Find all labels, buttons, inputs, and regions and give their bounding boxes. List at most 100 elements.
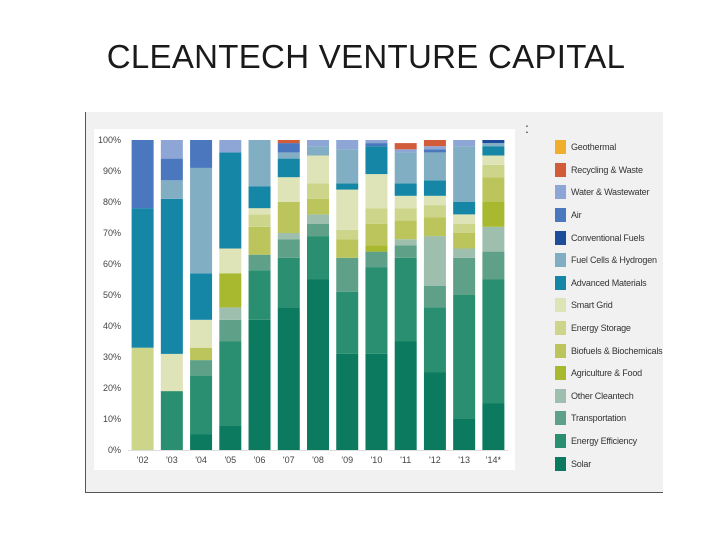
legend-swatch xyxy=(555,185,566,200)
x-tick-label: '12 xyxy=(429,455,441,465)
legend-swatch xyxy=(555,275,566,290)
slide-title: CLEANTECH VENTURE CAPITAL xyxy=(106,38,626,75)
y-tick-label: 70% xyxy=(103,228,121,238)
bar-segment xyxy=(482,155,505,165)
bar-segment xyxy=(307,214,329,224)
bar-segment xyxy=(190,375,213,435)
bar-segment xyxy=(277,140,300,144)
legend-label: Conventional Fuels xyxy=(571,232,645,243)
y-tick-label: 80% xyxy=(103,197,121,207)
bar-segment xyxy=(219,248,242,274)
bar-segment xyxy=(423,372,446,450)
legend-item: Biofuels & Biochemicals xyxy=(555,339,665,362)
bar-segment xyxy=(365,223,388,246)
legend-item: Smart Grid xyxy=(555,294,665,317)
bar-segment xyxy=(248,270,271,320)
legend-label: Recycling & Waste xyxy=(571,164,643,175)
legend-label: Geothermal xyxy=(571,142,617,153)
bar-segment xyxy=(160,180,183,199)
bar-segment xyxy=(248,254,271,271)
bar-segment xyxy=(394,257,417,342)
x-tick-label: '02 xyxy=(137,455,149,465)
bar-segment xyxy=(277,152,300,159)
legend-swatch xyxy=(555,321,566,336)
bar-segment xyxy=(248,186,271,209)
bar-segment xyxy=(482,177,505,202)
y-tick-label: 60% xyxy=(103,259,121,269)
x-tick-label: '13 xyxy=(458,455,470,465)
bar-segment xyxy=(160,198,183,354)
bar-segment xyxy=(336,353,359,450)
bar-segment xyxy=(482,164,505,178)
bar-segment xyxy=(160,391,183,450)
bar-segment xyxy=(307,198,329,215)
legend-swatch xyxy=(555,343,566,358)
bar-segment xyxy=(423,285,446,308)
legend-label: Smart Grid xyxy=(571,300,613,311)
bar-segment xyxy=(423,152,446,181)
bar-segment xyxy=(423,195,446,206)
legend-swatch xyxy=(555,388,566,403)
bar-segment xyxy=(394,239,417,246)
y-tick-label: 90% xyxy=(103,166,121,176)
bar-segment xyxy=(365,208,388,224)
legend-item: Conventional Fuels xyxy=(555,226,665,249)
bar-segment xyxy=(190,167,213,274)
bar-segment xyxy=(160,140,183,159)
bar-segment xyxy=(365,174,388,209)
bar-segment xyxy=(277,143,300,153)
bar-segment xyxy=(423,180,446,196)
bar-segment xyxy=(336,257,359,292)
x-tick-label: '07 xyxy=(283,455,295,465)
x-tick-label: '11 xyxy=(400,455,411,465)
bar-segment xyxy=(131,208,154,348)
bar-segment xyxy=(453,202,476,215)
legend-label: Solar xyxy=(571,458,592,469)
bar-segment xyxy=(482,140,505,144)
bar-segment xyxy=(365,143,388,147)
bar-segment xyxy=(365,140,388,144)
legend-item: Agriculture & Food xyxy=(555,362,665,385)
legend-swatch xyxy=(555,456,566,471)
legend-label: Fuel Cells & Hydrogen xyxy=(571,255,657,266)
legend-swatch xyxy=(555,162,566,177)
bar-segment xyxy=(190,140,213,168)
x-tick-label: '05 xyxy=(224,455,236,465)
bar-segment xyxy=(394,245,417,258)
bar-segment xyxy=(248,208,271,215)
bar-segment xyxy=(423,307,446,373)
bar-segment xyxy=(277,239,300,258)
bar-segment xyxy=(423,146,446,150)
bar-segment xyxy=(394,152,417,184)
legend-swatch xyxy=(555,411,566,426)
bar-segment xyxy=(453,257,476,295)
legend-item: Other Cleantech xyxy=(555,385,665,408)
bar-segment xyxy=(131,347,154,450)
bar-segment xyxy=(365,353,388,450)
bar-segment xyxy=(307,236,329,280)
bar-segment xyxy=(453,214,476,224)
bar-segment xyxy=(423,205,446,218)
bar-segment xyxy=(190,273,213,320)
bar-segment xyxy=(336,291,359,354)
bar-segment xyxy=(423,217,446,237)
bar-segment xyxy=(307,146,329,156)
legend-label: Energy Storage xyxy=(571,323,631,334)
chart-legend: Geothermal Recycling & Waste Water & Waste… xyxy=(555,136,665,475)
legend-item: Advanced Materials xyxy=(555,272,665,295)
bar-segment xyxy=(131,140,154,209)
bar-segment xyxy=(453,140,476,147)
x-tick-label: '09 xyxy=(341,455,353,465)
legend-swatch xyxy=(555,434,566,449)
bar-segment xyxy=(453,419,476,450)
y-tick-label: 50% xyxy=(103,290,121,300)
legend-item: Energy Efficiency xyxy=(555,430,665,453)
legend-swatch xyxy=(555,366,566,381)
bar-segment xyxy=(482,279,505,404)
bar-segment xyxy=(336,140,359,150)
bar-segment xyxy=(190,347,213,361)
bar-segment xyxy=(482,403,505,450)
bar-segment xyxy=(248,214,271,227)
bar-segment xyxy=(394,208,417,221)
